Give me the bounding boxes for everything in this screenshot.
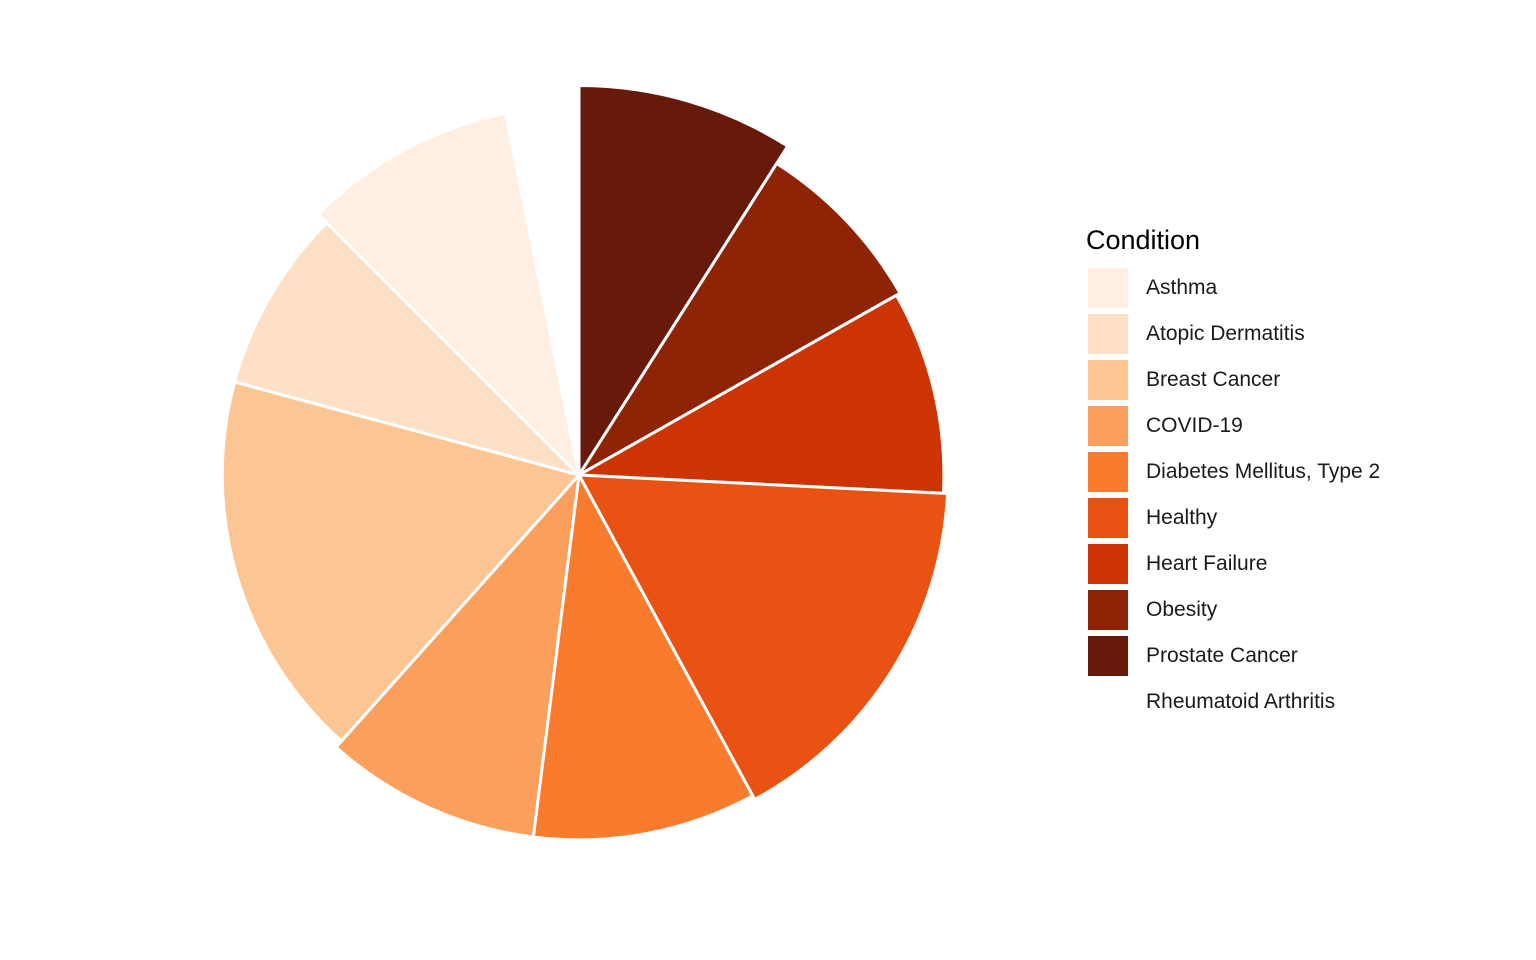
legend-item: Breast Cancer [1086, 360, 1280, 406]
pie-slice-prostate-cancer [577, 84, 790, 477]
legend-swatch [1088, 452, 1128, 492]
legend-swatch [1088, 636, 1128, 676]
pie-slices [220, 84, 950, 842]
legend-item: Prostate Cancer [1086, 636, 1298, 682]
legend-item: Heart Failure [1086, 544, 1267, 590]
legend-swatch [1088, 682, 1128, 722]
legend-label: Breast Cancer [1146, 368, 1281, 391]
pie-slice-obesity [577, 161, 902, 477]
legend-label: Asthma [1146, 276, 1218, 299]
legend-item: Healthy [1086, 498, 1217, 544]
legend-label: Diabetes Mellitus, Type 2 [1146, 460, 1381, 483]
legend-label: Obesity [1146, 598, 1218, 621]
legend-swatch [1088, 544, 1128, 584]
legend-label: Rheumatoid Arthritis [1146, 690, 1336, 713]
legend-item: Obesity [1086, 590, 1217, 636]
legend-swatch [1088, 314, 1128, 354]
legend-label: COVID-19 [1146, 414, 1243, 437]
legend-item: Rheumatoid Arthritis [1086, 682, 1335, 728]
pie-slice-heart-failure [577, 293, 946, 495]
pie-slice-breast-cancer [220, 380, 581, 743]
legend-label: Prostate Cancer [1146, 644, 1298, 667]
legend-label: Atopic Dermatitis [1146, 322, 1305, 345]
pie-slice-covid-19 [334, 473, 581, 839]
legend-item: Atopic Dermatitis [1086, 314, 1305, 360]
pie-slice-diabetes-mellitus-type-2 [531, 473, 755, 842]
pie-slice-atopic-dermatitis [233, 221, 581, 477]
legend-item: COVID-19 [1086, 406, 1243, 452]
legend-title: Condition [1086, 225, 1201, 255]
legend-item: Asthma [1086, 268, 1217, 314]
legend: Condition Asthma Atopic Dermatitis Breast … [1086, 222, 1380, 728]
pie-slice-asthma [316, 111, 581, 477]
legend-swatch [1088, 590, 1128, 630]
legend-items: Asthma Atopic Dermatitis Breast Cancer COVI… [1086, 268, 1380, 728]
legend-swatch [1088, 498, 1128, 538]
legend-label: Heart Failure [1146, 552, 1268, 575]
legend-swatch [1088, 406, 1128, 446]
legend-label: Healthy [1146, 506, 1218, 529]
legend-item: Diabetes Mellitus, Type 2 [1086, 452, 1380, 498]
pie-slice-healthy [577, 473, 950, 801]
legend-swatch [1088, 360, 1128, 400]
legend-swatch [1088, 268, 1128, 308]
